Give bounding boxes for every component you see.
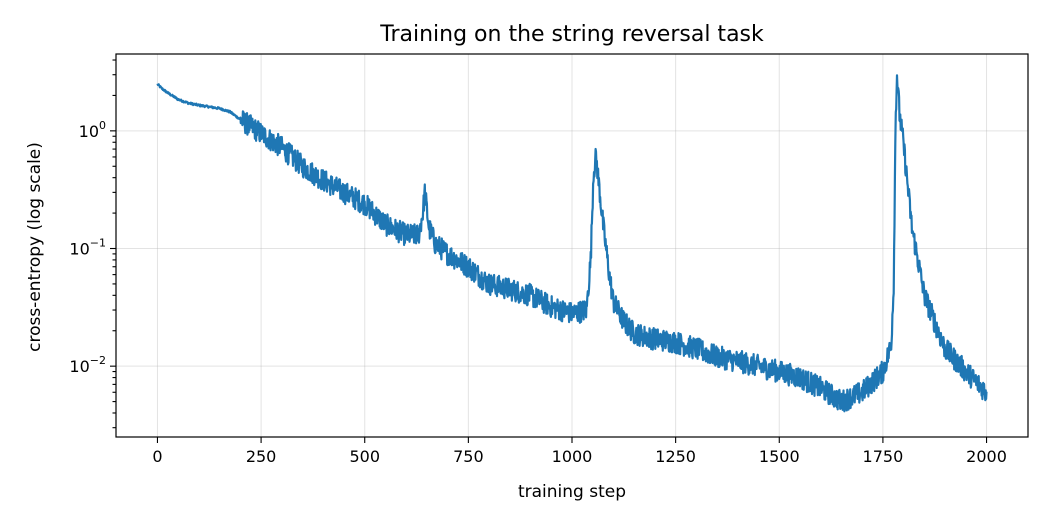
- y-axis-label: cross-entropy (log scale): [25, 142, 45, 352]
- y-tick-label: 100: [79, 119, 106, 141]
- x-tick-label: 1250: [655, 447, 696, 466]
- x-tick-label: 2000: [966, 447, 1007, 466]
- x-axis: 0 250 500 750 1000 1250 1500 1750 2000: [152, 437, 1007, 466]
- x-tick-label: 750: [453, 447, 484, 466]
- y-tick-label: 10−2: [69, 354, 106, 376]
- x-tick-label: 1750: [863, 447, 904, 466]
- x-axis-label: training step: [518, 482, 626, 502]
- y-tick-label: 10−1: [69, 237, 106, 259]
- x-tick-label: 1500: [759, 447, 800, 466]
- x-tick-label: 0: [152, 447, 162, 466]
- grid-lines: [116, 54, 1028, 437]
- chart-title: Training on the string reversal task: [379, 22, 764, 47]
- series-line: [156, 74, 988, 413]
- x-tick-label: 500: [349, 447, 380, 466]
- x-tick-label: 1000: [552, 447, 593, 466]
- x-tick-label: 250: [246, 447, 277, 466]
- y-axis: 100 10−1 10−2: [69, 59, 116, 429]
